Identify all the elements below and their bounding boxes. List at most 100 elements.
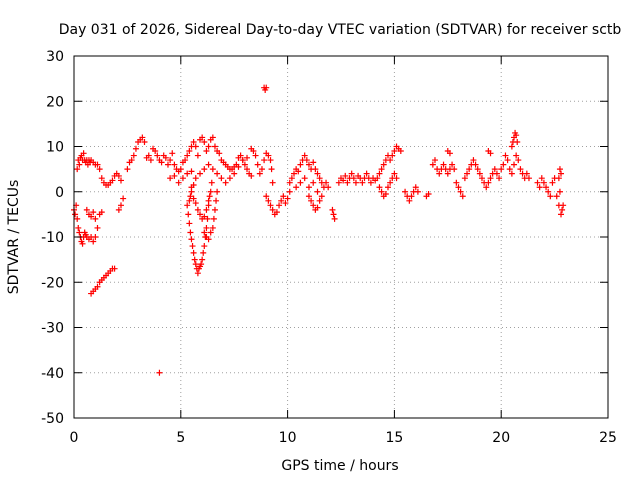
data-point-marker [547, 193, 554, 200]
x-tick-label: 5 [176, 430, 185, 446]
data-point-marker [167, 157, 174, 164]
data-point-marker [156, 369, 163, 376]
data-point-marker [402, 188, 409, 195]
data-point-marker [305, 161, 312, 168]
data-point-marker [186, 197, 193, 204]
data-point-marker [514, 138, 521, 145]
data-point-marker [164, 161, 171, 168]
data-point-marker [325, 184, 332, 191]
data-point-marker [301, 175, 308, 182]
data-point-marker [276, 202, 283, 209]
data-point-marker [90, 209, 97, 216]
data-point-marker [387, 157, 394, 164]
data-point-marker [256, 170, 263, 177]
data-point-marker [496, 175, 503, 182]
x-tick-label: 10 [279, 430, 297, 446]
data-point-marker [111, 265, 118, 272]
data-point-marker [94, 283, 101, 290]
data-point-marker [192, 200, 199, 207]
data-point-marker [239, 157, 246, 164]
data-point-marker [115, 172, 122, 179]
data-point-marker [508, 170, 515, 177]
data-point-marker [205, 161, 212, 168]
data-point-marker [504, 157, 511, 164]
data-point-marker [314, 204, 321, 211]
data-point-marker [258, 166, 265, 173]
data-point-marker [205, 236, 212, 243]
data-point-marker [523, 170, 530, 177]
data-point-marker [194, 270, 201, 277]
data-point-marker [231, 170, 238, 177]
data-point-marker [543, 184, 550, 191]
data-point-marker [167, 175, 174, 182]
data-point-marker [440, 161, 447, 168]
data-point-marker [555, 175, 562, 182]
data-point-marker [241, 161, 248, 168]
data-point-marker [536, 184, 543, 191]
data-point-marker [186, 148, 193, 155]
data-point-marker [455, 184, 462, 191]
data-point-marker [478, 175, 485, 182]
data-point-marker [342, 172, 349, 179]
data-point-marker [244, 166, 251, 173]
data-point-marker [397, 148, 404, 155]
data-point-marker [348, 170, 355, 177]
data-point-marker [474, 166, 481, 173]
data-point-marker [254, 161, 261, 168]
data-point-marker [414, 188, 421, 195]
data-point-marker [498, 166, 505, 173]
x-axis-label: GPS time / hours [281, 458, 398, 474]
grid-lines [74, 56, 608, 418]
data-point-marker [451, 166, 458, 173]
data-point-marker [261, 157, 268, 164]
data-point-marker [210, 215, 217, 222]
data-point-marker [314, 188, 321, 195]
x-tick-labels: 0 5 10 15 20 25 [70, 430, 617, 446]
data-point-marker [203, 224, 210, 231]
data-point-marker [213, 197, 220, 204]
data-point-marker [75, 224, 82, 231]
data-point-marker [192, 261, 199, 268]
data-point-marker [199, 256, 206, 263]
data-point-marker [201, 138, 208, 145]
data-point-marker [340, 177, 347, 184]
data-point-marker [406, 197, 413, 204]
data-point-marker [305, 184, 312, 191]
axis-ticks [73, 55, 609, 419]
data-point-marker [226, 175, 233, 182]
data-point-marker [186, 220, 193, 227]
data-point-marker [303, 157, 310, 164]
data-point-marker [263, 193, 270, 200]
data-point-marker [384, 184, 391, 191]
data-point-marker [218, 175, 225, 182]
data-point-marker [293, 184, 300, 191]
data-point-marker [98, 175, 105, 182]
data-point-marker [265, 152, 272, 159]
data-point-marker [145, 152, 152, 159]
data-point-marker [295, 168, 302, 175]
data-point-marker [310, 179, 317, 186]
data-point-marker [472, 161, 479, 168]
data-point-marker [177, 166, 184, 173]
data-point-marker [449, 161, 456, 168]
data-point-marker [485, 179, 492, 186]
data-point-marker [436, 170, 443, 177]
x-tick-label: 0 [70, 430, 79, 446]
data-point-marker [98, 209, 105, 216]
data-points [71, 84, 567, 376]
data-point-marker [412, 184, 419, 191]
data-point-marker [76, 229, 83, 236]
data-point-marker [171, 161, 178, 168]
data-point-marker [190, 138, 197, 145]
data-point-marker [556, 188, 563, 195]
data-point-marker [115, 206, 122, 213]
data-point-marker [538, 175, 545, 182]
data-point-marker [344, 179, 351, 186]
data-point-marker [184, 202, 191, 209]
data-point-marker [425, 191, 432, 198]
data-point-marker [187, 193, 194, 200]
data-point-marker [284, 195, 291, 202]
data-point-marker [491, 166, 498, 173]
data-point-marker [191, 256, 198, 263]
